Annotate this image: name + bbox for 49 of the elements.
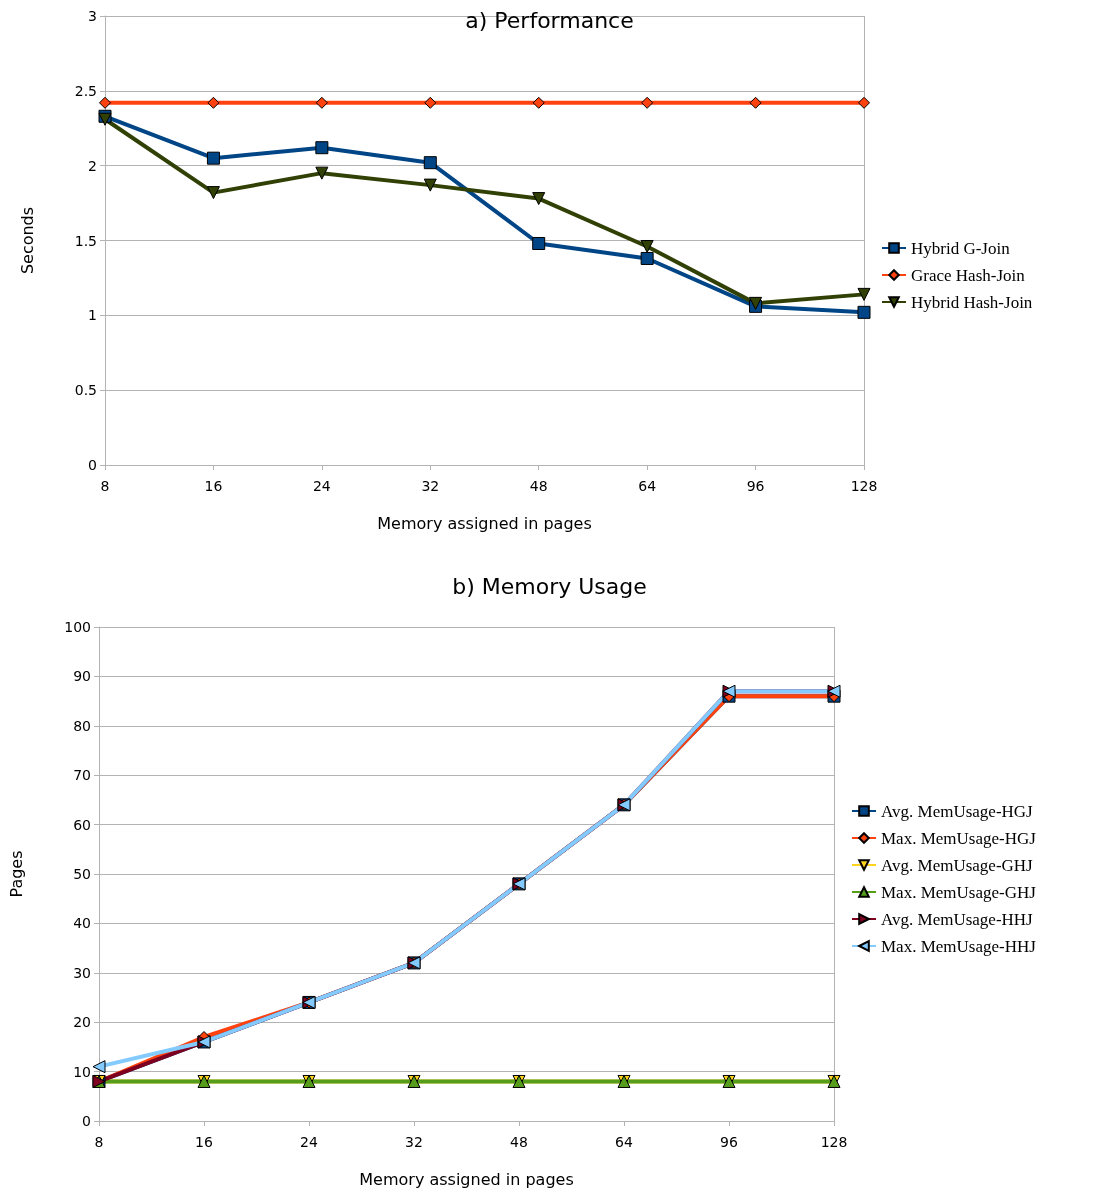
y-tick-label: 0 (82, 1113, 91, 1129)
x-tick-label: 64 (615, 1134, 633, 1150)
y-tick-label: 20 (73, 1014, 91, 1031)
x-tick-label: 48 (510, 1134, 528, 1150)
y-tick-label: 10 (73, 1063, 91, 1080)
y-tick-label: 100 (64, 619, 91, 635)
x-tick-label: 8 (100, 478, 110, 494)
y-tick-label: 60 (73, 816, 91, 833)
x-tick-label: 32 (421, 478, 440, 494)
x-tick-label: 32 (405, 1134, 423, 1150)
legend-label: Avg. MemUsage-GHJ (881, 855, 1034, 875)
legend-label: Grace Hash-Join (911, 265, 1026, 285)
y-tick-label: 30 (73, 964, 91, 981)
legend-label: Max. MemUsage-HHJ (881, 936, 1037, 956)
chart-title: b) Memory Usage (452, 573, 647, 599)
y-tick-label: 80 (73, 717, 91, 734)
x-tick-label: 96 (746, 478, 765, 494)
y-tick-label: 0 (88, 457, 97, 473)
legend-label: Avg. MemUsage-HHJ (881, 909, 1034, 929)
y-tick-label: 2 (88, 157, 97, 174)
x-tick-label: 64 (638, 478, 657, 494)
x-tick-label: 128 (850, 478, 878, 494)
y-tick-label: 2.5 (74, 82, 97, 99)
legend-label: Max. MemUsage-HGJ (881, 828, 1037, 848)
x-tick-label: 24 (312, 478, 331, 494)
x-axis-title: Memory assigned in pages (359, 1169, 574, 1189)
x-tick-label: 8 (94, 1134, 104, 1150)
legend-label: Hybrid Hash-Join (911, 292, 1033, 312)
x-tick-label: 128 (820, 1134, 848, 1150)
y-tick-label: 1 (88, 307, 97, 324)
y-tick-label: 1.5 (74, 232, 97, 249)
y-axis-title: Pages (6, 850, 26, 898)
y-tick-label: 40 (73, 915, 91, 932)
y-tick-label: 70 (73, 767, 91, 784)
x-tick-label: 48 (529, 478, 548, 494)
y-tick-label: 90 (73, 668, 91, 685)
y-axis-title: Seconds (17, 206, 37, 275)
legend-label: Hybrid G-Join (911, 238, 1011, 258)
x-tick-label: 24 (300, 1134, 318, 1150)
y-tick-label: 50 (73, 866, 91, 882)
x-tick-label: 96 (720, 1134, 738, 1150)
legend-label: Avg. MemUsage-HGJ (881, 801, 1034, 821)
x-axis-title: Memory assigned in pages (377, 513, 592, 533)
legend-label: Max. MemUsage-GHJ (881, 882, 1037, 902)
x-tick-label: 16 (204, 478, 223, 494)
x-tick-label: 16 (195, 1134, 213, 1150)
y-tick-label: 0.5 (74, 382, 97, 399)
chart-title: a) Performance (465, 7, 634, 33)
y-tick-label: 3 (88, 8, 97, 24)
